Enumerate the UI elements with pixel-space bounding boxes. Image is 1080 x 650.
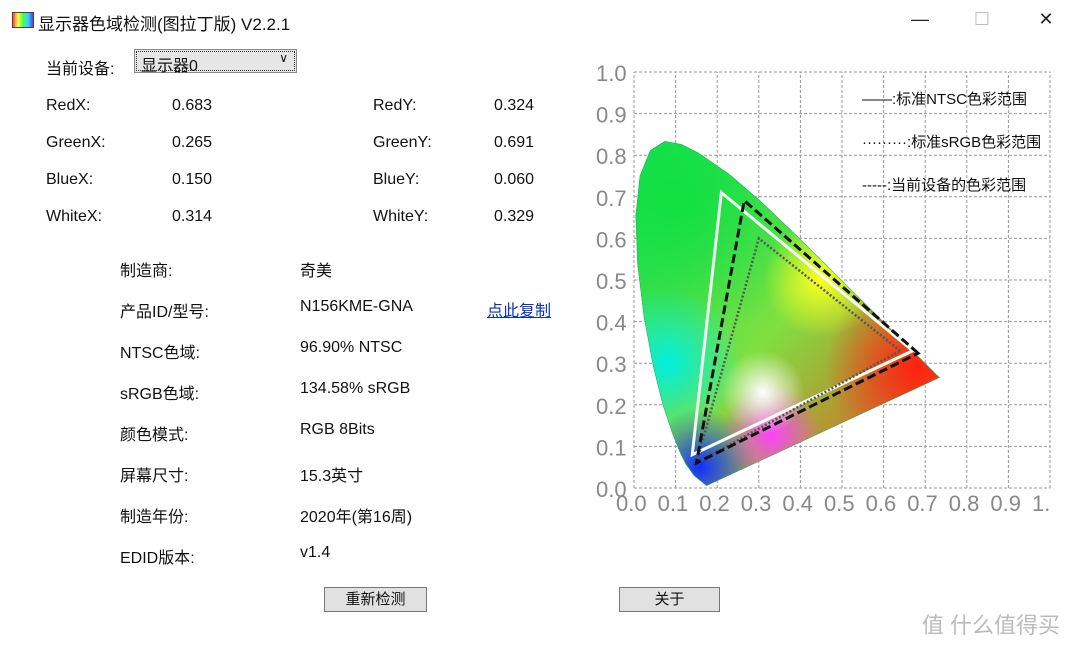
x-tick-label: 0.2: [699, 491, 730, 516]
about-button[interactable]: 关于: [619, 587, 720, 612]
app-icon: [12, 12, 34, 28]
redetect-button[interactable]: 重新检测: [324, 587, 427, 612]
info-value: v1.4: [300, 544, 331, 561]
info-value: 15.3英寸: [300, 468, 364, 485]
x-tick-label: 0.6: [866, 491, 897, 516]
x-tick-label: 0.0: [616, 491, 647, 516]
info-label: sRGB色域:: [120, 386, 200, 403]
info-label: 产品ID/型号:: [120, 304, 209, 321]
coord-vy: 0.329: [494, 208, 535, 225]
y-tick-label: 0.5: [596, 269, 627, 294]
legend-entry: ——:标准NTSC色彩范围: [862, 91, 1027, 108]
y-tick-label: 0.7: [596, 186, 627, 211]
info-label: 颜色模式:: [120, 427, 189, 444]
info-value: 134.58% sRGB: [300, 380, 411, 397]
watermark: 值 什么值得买: [921, 613, 1060, 638]
coord-vx: 0.683: [172, 97, 213, 114]
x-tick-label: 0.3: [741, 491, 772, 516]
coord-lx: RedX:: [46, 97, 91, 114]
locus-color: [635, 288, 743, 439]
x-tick-label: 0.8: [949, 491, 980, 516]
legend-entry: ·········:标准sRGB色彩范围: [862, 134, 1041, 151]
coord-vx: 0.150: [172, 171, 213, 188]
srgb-triangle: [694, 236, 903, 466]
minimize-button[interactable]: —: [911, 9, 929, 29]
y-tick-label: 0.8: [596, 144, 627, 169]
coord-ly: RedY:: [373, 97, 417, 114]
y-tick-label: 0.6: [596, 227, 627, 252]
info-label: 制造商:: [120, 263, 173, 280]
coord-lx: GreenX:: [46, 134, 106, 151]
coord-lx: WhiteX:: [46, 208, 103, 225]
y-tick-label: 0.1: [596, 435, 627, 460]
device-value: 显示器0: [141, 58, 198, 75]
close-button[interactable]: ✕: [1038, 9, 1054, 29]
info-value: 2020年(第16周): [300, 509, 413, 526]
x-tick-label: 0.5: [824, 491, 855, 516]
coord-vy: 0.691: [494, 134, 535, 151]
info-value: RGB 8Bits: [300, 421, 375, 438]
x-tick-label: 0.7: [907, 491, 938, 516]
coord-vx: 0.314: [172, 208, 213, 225]
y-tick-label: 0.3: [596, 352, 627, 377]
coord-vy: 0.060: [494, 171, 535, 188]
ntsc-triangle: [690, 189, 916, 458]
info-label: 制造年份:: [120, 509, 189, 526]
spectral-locus: [635, 141, 940, 486]
copy-link[interactable]: 点此复制: [487, 303, 552, 320]
coord-lx: BlueX:: [46, 171, 94, 188]
coord-ly: GreenY:: [373, 134, 432, 151]
info-value: 96.90% NTSC: [300, 339, 403, 356]
coord-ly: WhiteY:: [373, 208, 429, 225]
x-tick-label: 0.9: [990, 491, 1021, 516]
x-tick-label: 0.1: [658, 491, 689, 516]
legend-entry: -----:当前设备的色彩范围: [862, 177, 1026, 194]
device-select[interactable]: 显示器0 ∨: [134, 49, 297, 75]
x-tick-label: 0.4: [782, 491, 813, 516]
info-value: 奇美: [300, 263, 333, 280]
y-tick-label: 1.0: [596, 61, 627, 86]
x-tick-label: 1.: [1032, 491, 1050, 516]
maximize-button[interactable]: ☐: [973, 9, 991, 29]
info-value: N156KME-GNA: [300, 298, 413, 315]
info-label: 屏幕尺寸:: [120, 468, 189, 485]
coord-vy: 0.324: [494, 97, 535, 114]
coord-vx: 0.265: [172, 134, 213, 151]
chevron-down-icon: ∨: [279, 51, 288, 65]
y-tick-label: 0.9: [596, 103, 627, 128]
info-label: EDID版本:: [120, 550, 195, 567]
coord-ly: BlueY:: [373, 171, 420, 188]
y-tick-label: 0.4: [596, 311, 627, 336]
y-tick-label: 0.0: [596, 477, 627, 502]
device-triangle: [694, 197, 921, 466]
y-tick-label: 0.2: [596, 394, 627, 419]
info-label: NTSC色域:: [120, 345, 201, 362]
locus-color: [635, 141, 822, 343]
window-title: 显示器色域检测(图拉丁版) V2.2.1: [38, 15, 291, 34]
device-label: 当前设备:: [46, 61, 115, 78]
